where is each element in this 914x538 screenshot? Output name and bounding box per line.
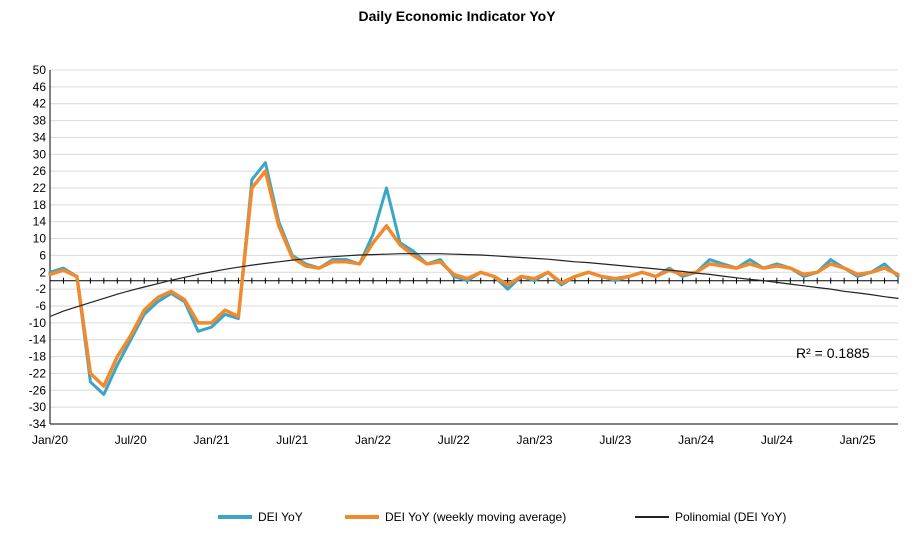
y-tick-label: -34 (29, 417, 47, 431)
x-tick-label: Jul/20 (115, 433, 147, 447)
legend-swatch-orange (345, 515, 379, 519)
y-tick-label: -14 (29, 333, 47, 347)
y-tick-label: 34 (33, 130, 47, 144)
y-tick-label: 30 (33, 147, 47, 161)
series-lines (48, 161, 900, 396)
y-tick-label: -26 (29, 383, 47, 397)
y-tick-label: 10 (33, 232, 47, 246)
x-tick-label: Jul/21 (276, 433, 308, 447)
axes (49, 70, 899, 425)
legend-label: DEI YoY (weekly moving average) (385, 510, 567, 524)
x-tick-label: Jan/23 (517, 433, 553, 447)
x-tick-label: Jan/24 (678, 433, 714, 447)
x-tick-label: Jul/24 (761, 433, 793, 447)
series-line-1 (48, 169, 900, 388)
y-tick-label: -10 (29, 316, 47, 330)
x-tick-label: Jan/21 (194, 433, 230, 447)
y-tick-label: 6 (39, 248, 46, 262)
y-tick-label: 38 (33, 114, 47, 128)
y-tick-label: 46 (33, 80, 47, 94)
y-tick-label: -2 (35, 282, 46, 296)
legend-label: Polinomial (DEI YoY) (675, 510, 787, 524)
legend-item-polynomial: Polinomial (DEI YoY) (635, 510, 786, 524)
x-tick-label: Jan/22 (355, 433, 391, 447)
y-tick-label: -18 (29, 350, 47, 364)
x-tick-label: Jan/20 (32, 433, 68, 447)
y-tick-label: 50 (33, 63, 47, 77)
y-tick-label: -22 (29, 366, 47, 380)
x-tick-label: Jan/25 (840, 433, 876, 447)
series-line-2 (49, 253, 899, 318)
y-tick-label: 14 (33, 215, 47, 229)
x-tick-label: Jul/23 (599, 433, 631, 447)
y-tick-label: -6 (35, 299, 46, 313)
x-tick-label: Jul/22 (438, 433, 470, 447)
legend-swatch-black (635, 516, 669, 518)
legend-swatch-blue (218, 515, 252, 519)
legend-label: DEI YoY (258, 510, 303, 524)
chart-legend: DEI YoY DEI YoY (weekly moving average) … (0, 510, 914, 532)
y-tick-label: 26 (33, 164, 47, 178)
y-gridlines (50, 69, 898, 425)
chart-title: Daily Economic Indicator YoY (358, 8, 556, 24)
tick-labels: 50 46 42 38 34 30 26 22 18 14 10 6 2 -2 -6 -10 -14 -18 -22… (29, 63, 876, 447)
y-tick-label: 18 (33, 198, 47, 212)
y-tick-label: 2 (39, 265, 46, 279)
y-tick-label: 42 (33, 97, 47, 111)
r-squared-annotation: R² = 0.1885 (796, 345, 870, 361)
legend-item-weekly-ma: DEI YoY (weekly moving average) (345, 510, 566, 524)
y-tick-label: 22 (33, 181, 47, 195)
y-tick-label: -30 (29, 400, 47, 414)
legend-item-dei-yoy: DEI YoY (218, 510, 303, 524)
